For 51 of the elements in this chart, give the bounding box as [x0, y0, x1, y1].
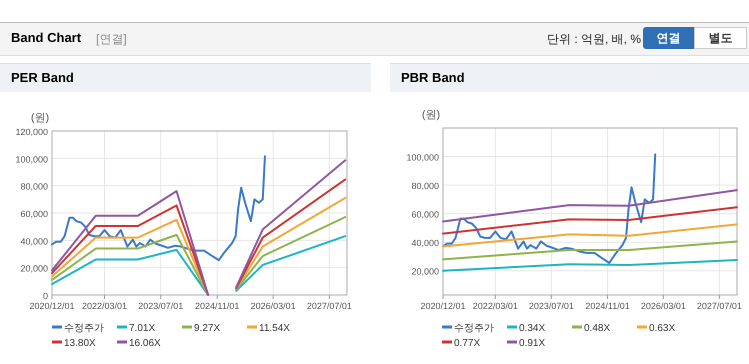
chart-title: PER Band	[0, 63, 371, 92]
y-tick-label: 80,000	[20, 182, 48, 192]
text: 연결	[643, 27, 694, 49]
legend-label: 11.54X	[259, 323, 290, 334]
legend-label: 0.48X	[584, 323, 610, 334]
line-series	[442, 153, 656, 264]
y-tick-label: 120,000	[15, 127, 48, 137]
text: Band Chart	[11, 30, 82, 45]
text: [연결]	[96, 31, 127, 48]
x-tick-label: 2020/12/01	[420, 301, 466, 311]
legend-label: 0.63X	[649, 323, 676, 334]
x-tick-label: 2023/07/01	[528, 301, 574, 311]
x-tick-label: 2024/11/01	[585, 301, 630, 311]
y-tick-label: 80,000	[411, 181, 439, 192]
line-series	[442, 206, 738, 235]
chart-title: PBR Band	[390, 63, 749, 92]
y-tick-label: 20,000	[20, 264, 48, 274]
legend-label: 16.06X	[129, 338, 162, 349]
x-tick-label: 2020/12/01	[29, 301, 75, 311]
y-tick-label: 20,000	[411, 266, 439, 277]
y-axis-title: (원)	[422, 109, 440, 121]
y-tick-label: 100,000	[15, 154, 48, 164]
line-series	[442, 259, 738, 272]
legend-label: 0.34X	[519, 323, 546, 334]
legend-label: 수정주가	[64, 323, 104, 334]
legend-label: 0.91X	[519, 338, 546, 349]
x-tick-label: 2023/07/01	[138, 301, 184, 311]
y-axis-title: (원)	[30, 112, 50, 124]
y-tick-label: 60,000	[411, 210, 439, 220]
x-tick-label: 2026/03/01	[250, 301, 296, 311]
legend-label: 0.77X	[454, 338, 480, 349]
line-series	[442, 189, 738, 222]
x-tick-label: 2022/03/01	[472, 301, 518, 311]
y-tick-label: 60,000	[20, 209, 48, 219]
y-tick-label: 40,000	[20, 236, 48, 246]
text: 단위 : 억원, 배, %	[546, 31, 641, 48]
legend-label: 7.01X	[129, 323, 156, 334]
x-tick-label: 2027/07/01	[696, 301, 742, 311]
x-tick-label: 2026/03/01	[640, 301, 686, 311]
line-series	[442, 223, 738, 248]
legend-label: 13.80X	[64, 338, 96, 349]
x-tick-label: 2024/11/01	[194, 301, 240, 311]
y-tick-label: 100,000	[406, 152, 439, 163]
x-tick-label: 2027/07/01	[306, 301, 352, 311]
line-series	[51, 155, 266, 262]
legend-label: 9.27X	[194, 323, 220, 334]
legend-label: 수정주가	[454, 323, 494, 334]
y-tick-label: 0	[42, 291, 48, 301]
x-tick-label: 2022/03/01	[82, 301, 128, 311]
text: 별도	[694, 27, 747, 49]
y-tick-label: 40,000	[411, 238, 439, 248]
